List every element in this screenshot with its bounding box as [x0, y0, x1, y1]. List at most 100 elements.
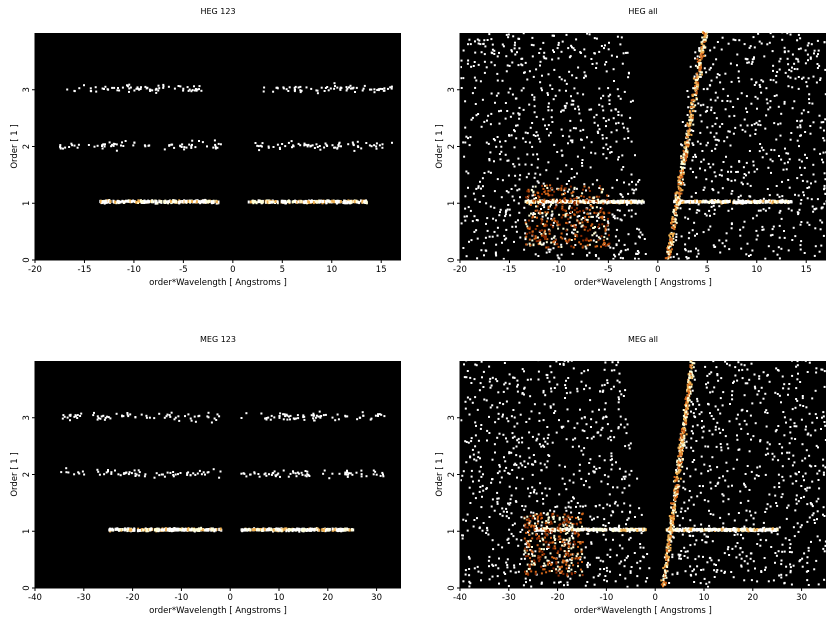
heatmap-cell — [501, 241, 503, 244]
heatmap-cell — [622, 257, 624, 260]
x-axis-label: order*Wavelength [ Angstroms ] — [149, 278, 287, 288]
heatmap-cell — [801, 179, 804, 182]
heatmap-cell — [682, 166, 685, 169]
heatmap-cell — [791, 107, 794, 110]
heatmap-cell — [183, 146, 186, 149]
heatmap-cell — [470, 65, 473, 68]
heatmap-cell — [552, 247, 555, 250]
heatmap-cell — [687, 129, 690, 132]
heatmap-cell — [195, 528, 198, 532]
heatmap-cell — [787, 249, 790, 252]
heatmap-cell — [681, 527, 684, 531]
heatmap-cell — [697, 66, 700, 69]
heatmap-cell — [524, 61, 527, 64]
heatmap-cell — [302, 416, 305, 419]
heatmap-cell — [717, 379, 720, 382]
heatmap-cell — [77, 471, 80, 474]
heatmap-cell — [191, 143, 193, 146]
heatmap-cell — [643, 238, 646, 240]
heatmap-cell — [562, 109, 565, 112]
heatmap-cell — [724, 200, 727, 204]
heatmap-cell — [789, 200, 792, 204]
heatmap-cell — [493, 230, 496, 233]
heatmap-cell — [575, 207, 578, 210]
heatmap-cell — [602, 202, 605, 205]
heatmap-cell — [522, 137, 525, 140]
heatmap-cell — [287, 475, 290, 478]
heatmap-cell — [493, 139, 496, 142]
heatmap-cell — [133, 141, 136, 144]
heatmap-cell — [135, 473, 138, 476]
heatmap-cell — [535, 68, 538, 71]
heatmap-cell — [133, 89, 136, 92]
heatmap-cell — [797, 60, 800, 63]
heatmap-cell — [210, 421, 213, 424]
heatmap-cell — [286, 418, 289, 421]
heatmap-cell — [510, 451, 513, 454]
heatmap-cell — [766, 43, 769, 46]
heatmap-cell — [117, 473, 120, 476]
heatmap-cell — [157, 84, 160, 87]
heatmap-cell — [701, 36, 704, 39]
heatmap-cell — [698, 64, 701, 66]
heatmap-cell — [737, 200, 740, 204]
heatmap-cell — [268, 201, 271, 204]
heatmap-cell — [607, 87, 610, 90]
heatmap-cell — [608, 103, 611, 105]
heatmap-cell — [76, 417, 79, 419]
heatmap-cell — [535, 529, 538, 533]
heatmap-cell — [526, 132, 529, 135]
heatmap-cell — [533, 197, 536, 200]
heatmap-cell — [107, 416, 110, 419]
heatmap-cell — [511, 195, 514, 198]
heatmap-cell — [93, 145, 96, 148]
heatmap-cell — [547, 206, 550, 209]
heatmap-cell — [535, 209, 538, 212]
heatmap-cell — [504, 102, 507, 104]
heatmap-cell — [709, 200, 712, 203]
heatmap-cell — [535, 131, 538, 134]
heatmap-cell — [106, 415, 109, 418]
heatmap-cell — [598, 185, 601, 188]
heatmap-cell — [300, 89, 303, 92]
heatmap-cell — [114, 527, 117, 531]
heatmap-cell — [687, 133, 690, 136]
heatmap-cell — [617, 156, 620, 159]
heatmap-cell — [184, 415, 186, 418]
heatmap-cell — [257, 200, 260, 204]
heatmap-cell — [769, 100, 772, 103]
heatmap-cell — [502, 257, 505, 260]
heatmap-cell — [592, 528, 595, 532]
heatmap-cell — [618, 372, 621, 375]
heatmap-cell — [153, 528, 156, 532]
heatmap-cell — [73, 415, 76, 418]
heatmap-cell — [723, 140, 726, 143]
heatmap-cell — [548, 134, 550, 137]
heatmap-cell — [201, 528, 204, 532]
heatmap-cell — [825, 200, 828, 203]
heatmap-cell — [310, 414, 313, 417]
heatmap-cell — [798, 208, 801, 211]
heatmap-cell — [768, 207, 771, 210]
heatmap-cell — [685, 132, 688, 135]
heatmap-cell — [729, 144, 732, 147]
heatmap-cell — [574, 226, 577, 229]
heatmap-cell — [249, 473, 252, 476]
heatmap-cell — [551, 219, 554, 222]
heatmap-cell — [778, 236, 781, 239]
heatmap-cell — [750, 514, 753, 517]
heatmap-cell — [525, 235, 528, 238]
heatmap-cell — [481, 495, 483, 498]
heatmap-cell — [313, 147, 316, 149]
heatmap-cell — [570, 206, 573, 209]
heatmap-cell — [374, 470, 377, 473]
heatmap-cell — [536, 166, 539, 169]
heatmap-cell — [549, 84, 552, 87]
heatmap-cell — [597, 198, 599, 201]
heatmap-cell — [299, 89, 302, 92]
heatmap-cell — [759, 200, 762, 204]
heatmap-cell — [550, 237, 553, 240]
heatmap-cell — [107, 469, 109, 471]
heatmap-cell — [711, 125, 714, 128]
heatmap-cell — [125, 471, 128, 474]
